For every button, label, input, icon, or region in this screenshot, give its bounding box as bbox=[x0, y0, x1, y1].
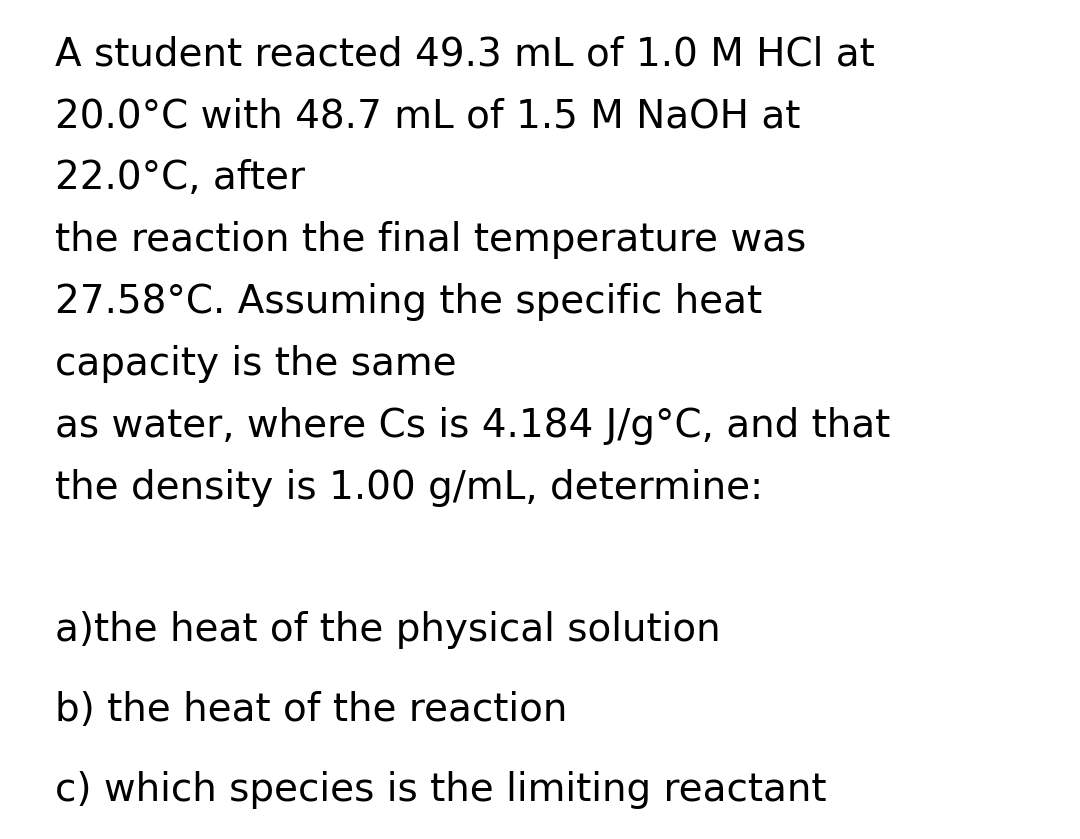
Text: A student reacted 49.3 mL of 1.0 M HCl at: A student reacted 49.3 mL of 1.0 M HCl a… bbox=[55, 35, 875, 73]
Text: 27.58°C. Assuming the specific heat: 27.58°C. Assuming the specific heat bbox=[55, 283, 762, 321]
Text: b) the heat of the reaction: b) the heat of the reaction bbox=[55, 691, 567, 729]
Text: capacity is the same: capacity is the same bbox=[55, 345, 457, 383]
Text: 20.0°C with 48.7 mL of 1.5 M NaOH at: 20.0°C with 48.7 mL of 1.5 M NaOH at bbox=[55, 97, 800, 135]
Text: a)the heat of the physical solution: a)the heat of the physical solution bbox=[55, 611, 720, 649]
Text: the density is 1.00 g/mL, determine:: the density is 1.00 g/mL, determine: bbox=[55, 469, 764, 507]
Text: 22.0°C, after: 22.0°C, after bbox=[55, 159, 305, 197]
Text: c) which species is the limiting reactant: c) which species is the limiting reactan… bbox=[55, 771, 826, 809]
Text: the reaction the final temperature was: the reaction the final temperature was bbox=[55, 221, 807, 259]
Text: as water, where Cs is 4.184 J/g°C, and that: as water, where Cs is 4.184 J/g°C, and t… bbox=[55, 407, 890, 445]
